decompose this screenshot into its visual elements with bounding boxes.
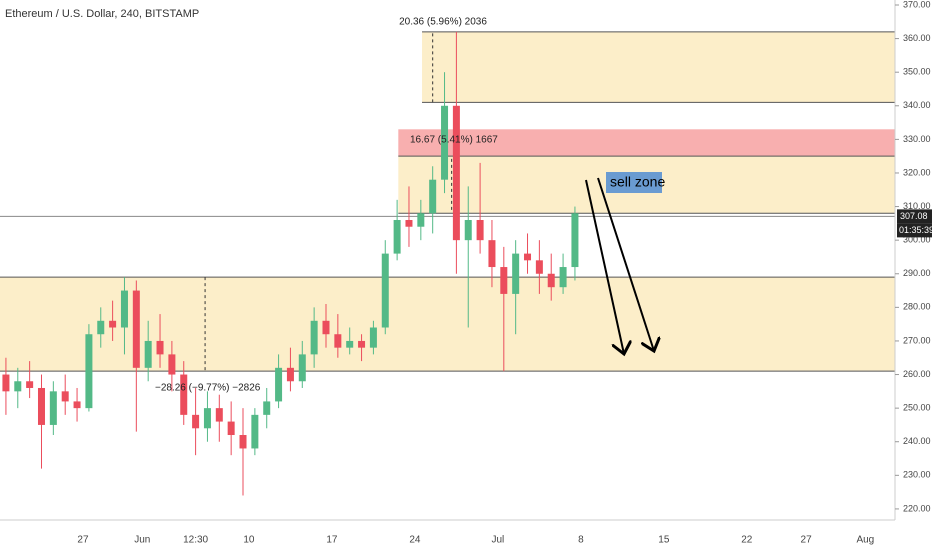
y-tick-label: 360.00 bbox=[903, 33, 931, 43]
candle-body bbox=[452, 105, 460, 241]
candle-body bbox=[369, 327, 377, 348]
x-tick-label: Aug bbox=[856, 535, 874, 546]
candle-body bbox=[417, 213, 425, 227]
candle-body bbox=[73, 401, 81, 409]
y-tick-label: 270.00 bbox=[903, 335, 931, 345]
x-tick-label: 22 bbox=[741, 535, 753, 546]
y-tick-label: 350.00 bbox=[903, 67, 931, 77]
candle-body bbox=[61, 391, 69, 402]
arrow bbox=[597, 177, 654, 351]
candle-body bbox=[286, 367, 294, 382]
candle-body bbox=[85, 334, 93, 409]
y-tick-label: 340.00 bbox=[903, 100, 931, 110]
candle-body bbox=[571, 213, 579, 268]
candle-body bbox=[156, 340, 164, 355]
x-tick-label: Jul bbox=[491, 535, 504, 546]
candle-body bbox=[132, 290, 140, 368]
measure-label: 16.67 (5.41%) 1667 bbox=[410, 135, 498, 146]
y-tick-label: 280.00 bbox=[903, 302, 931, 312]
candle-body bbox=[488, 240, 496, 268]
countdown: 01:35:39 bbox=[899, 225, 932, 235]
candle-body bbox=[192, 414, 200, 429]
zone bbox=[398, 129, 895, 157]
x-tick-label: 27 bbox=[801, 535, 813, 546]
candle-body bbox=[2, 374, 10, 392]
y-tick-label: 330.00 bbox=[903, 134, 931, 144]
candle-body bbox=[109, 320, 117, 328]
annotation: sell zone bbox=[610, 174, 665, 190]
candle-body bbox=[37, 387, 45, 425]
candle-body bbox=[203, 408, 211, 429]
price-box bbox=[897, 209, 932, 224]
candle-body bbox=[535, 260, 543, 274]
y-tick-label: 240.00 bbox=[903, 436, 931, 446]
countdown-box bbox=[897, 223, 932, 238]
zone bbox=[422, 31, 895, 103]
arrow bbox=[585, 179, 624, 354]
candle-body bbox=[464, 220, 472, 241]
candle-body bbox=[263, 401, 271, 415]
candle-body bbox=[215, 408, 223, 422]
y-tick-label: 230.00 bbox=[903, 470, 931, 480]
y-tick-label: 370.00 bbox=[903, 0, 931, 9]
y-tick-label: 290.00 bbox=[903, 268, 931, 278]
x-tick-label: 12:30 bbox=[183, 535, 208, 546]
candle-body bbox=[405, 220, 413, 227]
annotation-box bbox=[606, 172, 662, 193]
candle-body bbox=[227, 421, 235, 436]
candle-body bbox=[26, 381, 34, 388]
candle-body bbox=[346, 340, 354, 348]
y-tick-label: 300.00 bbox=[903, 235, 931, 245]
candle-body bbox=[180, 374, 188, 415]
candle-body bbox=[381, 253, 389, 328]
candle-body bbox=[168, 354, 176, 375]
candle-body bbox=[14, 381, 22, 392]
y-tick-label: 320.00 bbox=[903, 167, 931, 177]
candle-body bbox=[275, 367, 283, 402]
candle-body bbox=[120, 290, 128, 328]
y-tick-label: 260.00 bbox=[903, 369, 931, 379]
candle-body bbox=[512, 253, 520, 294]
candle-body bbox=[358, 340, 366, 348]
candle-body bbox=[97, 320, 105, 335]
candle-body bbox=[298, 354, 306, 382]
candle-body bbox=[334, 334, 342, 348]
candle-body bbox=[476, 220, 484, 241]
last-price-label: 307.08 bbox=[900, 211, 928, 221]
candle-body bbox=[49, 391, 57, 425]
candle-body bbox=[547, 273, 555, 288]
candle-body bbox=[559, 267, 567, 288]
x-tick-label: Jun bbox=[134, 535, 150, 546]
x-tick-label: 27 bbox=[77, 535, 89, 546]
y-tick-label: 250.00 bbox=[903, 403, 931, 413]
candle-body bbox=[441, 105, 449, 180]
y-tick-label: 220.00 bbox=[903, 503, 931, 513]
measure-label: 20.36 (5.96%) 2036 bbox=[399, 17, 487, 28]
measure-label: −28.26 (−9.77%) −2826 bbox=[155, 383, 261, 394]
y-tick-label: 310.00 bbox=[903, 201, 931, 211]
candle-body bbox=[322, 320, 330, 335]
chart-title: Ethereum / U.S. Dollar, 240, BITSTAMP bbox=[5, 8, 199, 20]
candle-body bbox=[310, 320, 318, 355]
x-tick-label: 17 bbox=[326, 535, 338, 546]
candle-body bbox=[239, 435, 247, 449]
x-tick-label: 15 bbox=[658, 535, 670, 546]
candle-body bbox=[524, 253, 532, 261]
candle-body bbox=[251, 414, 259, 449]
candle-body bbox=[393, 220, 401, 254]
x-tick-label: 24 bbox=[409, 535, 421, 546]
x-tick-label: 8 bbox=[578, 535, 584, 546]
x-tick-label: 10 bbox=[243, 535, 255, 546]
candle-body bbox=[429, 179, 437, 214]
candle-body bbox=[144, 340, 152, 368]
candle-body bbox=[500, 267, 508, 294]
